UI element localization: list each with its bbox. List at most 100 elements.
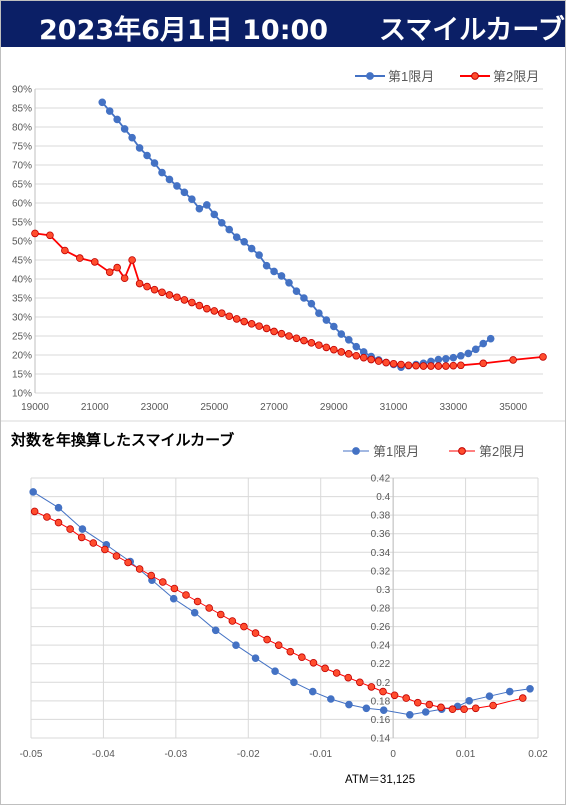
y-tick-label: 50% — [12, 237, 32, 248]
y-tick-label: 0.24 — [371, 641, 391, 652]
data-point — [421, 708, 430, 716]
data-point — [240, 237, 248, 246]
x-tick-label: 27000 — [260, 402, 288, 413]
data-point — [66, 525, 74, 533]
data-point — [437, 703, 445, 712]
data-point — [263, 635, 271, 644]
data-point — [77, 533, 86, 542]
data-point — [165, 291, 174, 299]
data-point — [270, 267, 278, 276]
data-point — [300, 294, 308, 302]
data-point — [298, 653, 306, 662]
data-point — [402, 694, 410, 702]
data-point — [271, 667, 279, 675]
data-point — [292, 287, 301, 295]
data-point — [240, 317, 248, 326]
y-tick-label: 25% — [12, 332, 32, 343]
data-point — [113, 263, 121, 272]
data-point — [54, 518, 63, 527]
data-point — [195, 204, 204, 213]
data-point — [460, 705, 468, 714]
data-point — [434, 355, 443, 364]
x-tick-label: -0.05 — [20, 749, 43, 760]
data-point — [290, 678, 298, 687]
data-point — [356, 678, 364, 687]
y-tick-label: 0.16 — [371, 715, 391, 726]
legend-label: 第2限月 — [479, 444, 525, 459]
x-tick-label: 31000 — [380, 402, 408, 413]
y-tick-label: 20% — [12, 351, 32, 362]
data-point — [232, 233, 241, 242]
y-tick-label: 0.22 — [371, 659, 391, 670]
series-curve-2 — [34, 510, 523, 710]
data-point — [404, 361, 413, 370]
data-point — [251, 629, 260, 637]
y-tick-label: 0.14 — [371, 734, 391, 745]
data-point — [539, 353, 547, 361]
data-point — [216, 610, 225, 619]
data-point — [277, 329, 286, 338]
data-point — [486, 334, 495, 343]
data-point — [188, 298, 196, 307]
data-point — [135, 565, 144, 573]
data-point — [367, 683, 376, 691]
data-point — [225, 312, 234, 321]
y-tick-label: 55% — [12, 218, 32, 229]
y-tick-label: 0.4 — [376, 492, 390, 503]
data-point — [120, 125, 129, 133]
data-point — [464, 349, 473, 358]
x-tick-label: 0.01 — [456, 749, 476, 760]
data-point — [457, 351, 465, 360]
y-tick-label: 0.36 — [371, 529, 391, 540]
x-tick-label: 21000 — [81, 402, 109, 413]
data-point — [31, 229, 39, 238]
legend-marker — [352, 447, 360, 455]
data-point — [344, 335, 353, 344]
x-tick-label: 35000 — [499, 402, 527, 413]
data-point — [46, 231, 54, 240]
data-point — [413, 698, 422, 707]
data-point — [158, 288, 166, 297]
data-point — [173, 293, 181, 302]
data-point — [61, 246, 69, 255]
data-point — [374, 357, 383, 365]
data-point — [90, 258, 99, 266]
data-point — [322, 343, 331, 352]
data-point — [471, 704, 480, 713]
data-point — [232, 315, 241, 323]
data-point — [247, 244, 256, 253]
data-point — [203, 304, 211, 313]
y-tick-label: 80% — [12, 123, 32, 134]
y-tick-label: 0.42 — [371, 474, 391, 485]
data-point — [78, 525, 87, 533]
data-point — [113, 115, 121, 124]
x-tick-label: 19000 — [21, 402, 49, 413]
atm-annotation: ATM＝31,125 — [345, 774, 415, 786]
y-tick-label: 35% — [12, 294, 32, 305]
data-point — [322, 316, 331, 324]
data-point — [217, 218, 226, 227]
data-point — [465, 697, 473, 705]
data-point — [345, 700, 353, 709]
data-point — [330, 322, 338, 331]
data-point — [205, 604, 213, 612]
data-point — [442, 362, 450, 370]
legend-marker — [366, 72, 374, 80]
data-point — [150, 285, 159, 294]
data-point — [210, 210, 219, 219]
data-point — [449, 353, 458, 362]
data-point — [471, 345, 480, 354]
x-tick-label: 23000 — [141, 402, 169, 413]
data-point — [112, 552, 121, 560]
y-tick-label: 30% — [12, 313, 32, 324]
data-point — [509, 356, 517, 364]
data-point — [169, 594, 178, 603]
data-point — [315, 309, 323, 318]
data-point — [337, 348, 346, 356]
data-point — [232, 641, 240, 649]
data-point — [30, 507, 39, 516]
data-point — [434, 362, 443, 370]
data-point — [362, 704, 371, 713]
data-point — [98, 98, 107, 107]
